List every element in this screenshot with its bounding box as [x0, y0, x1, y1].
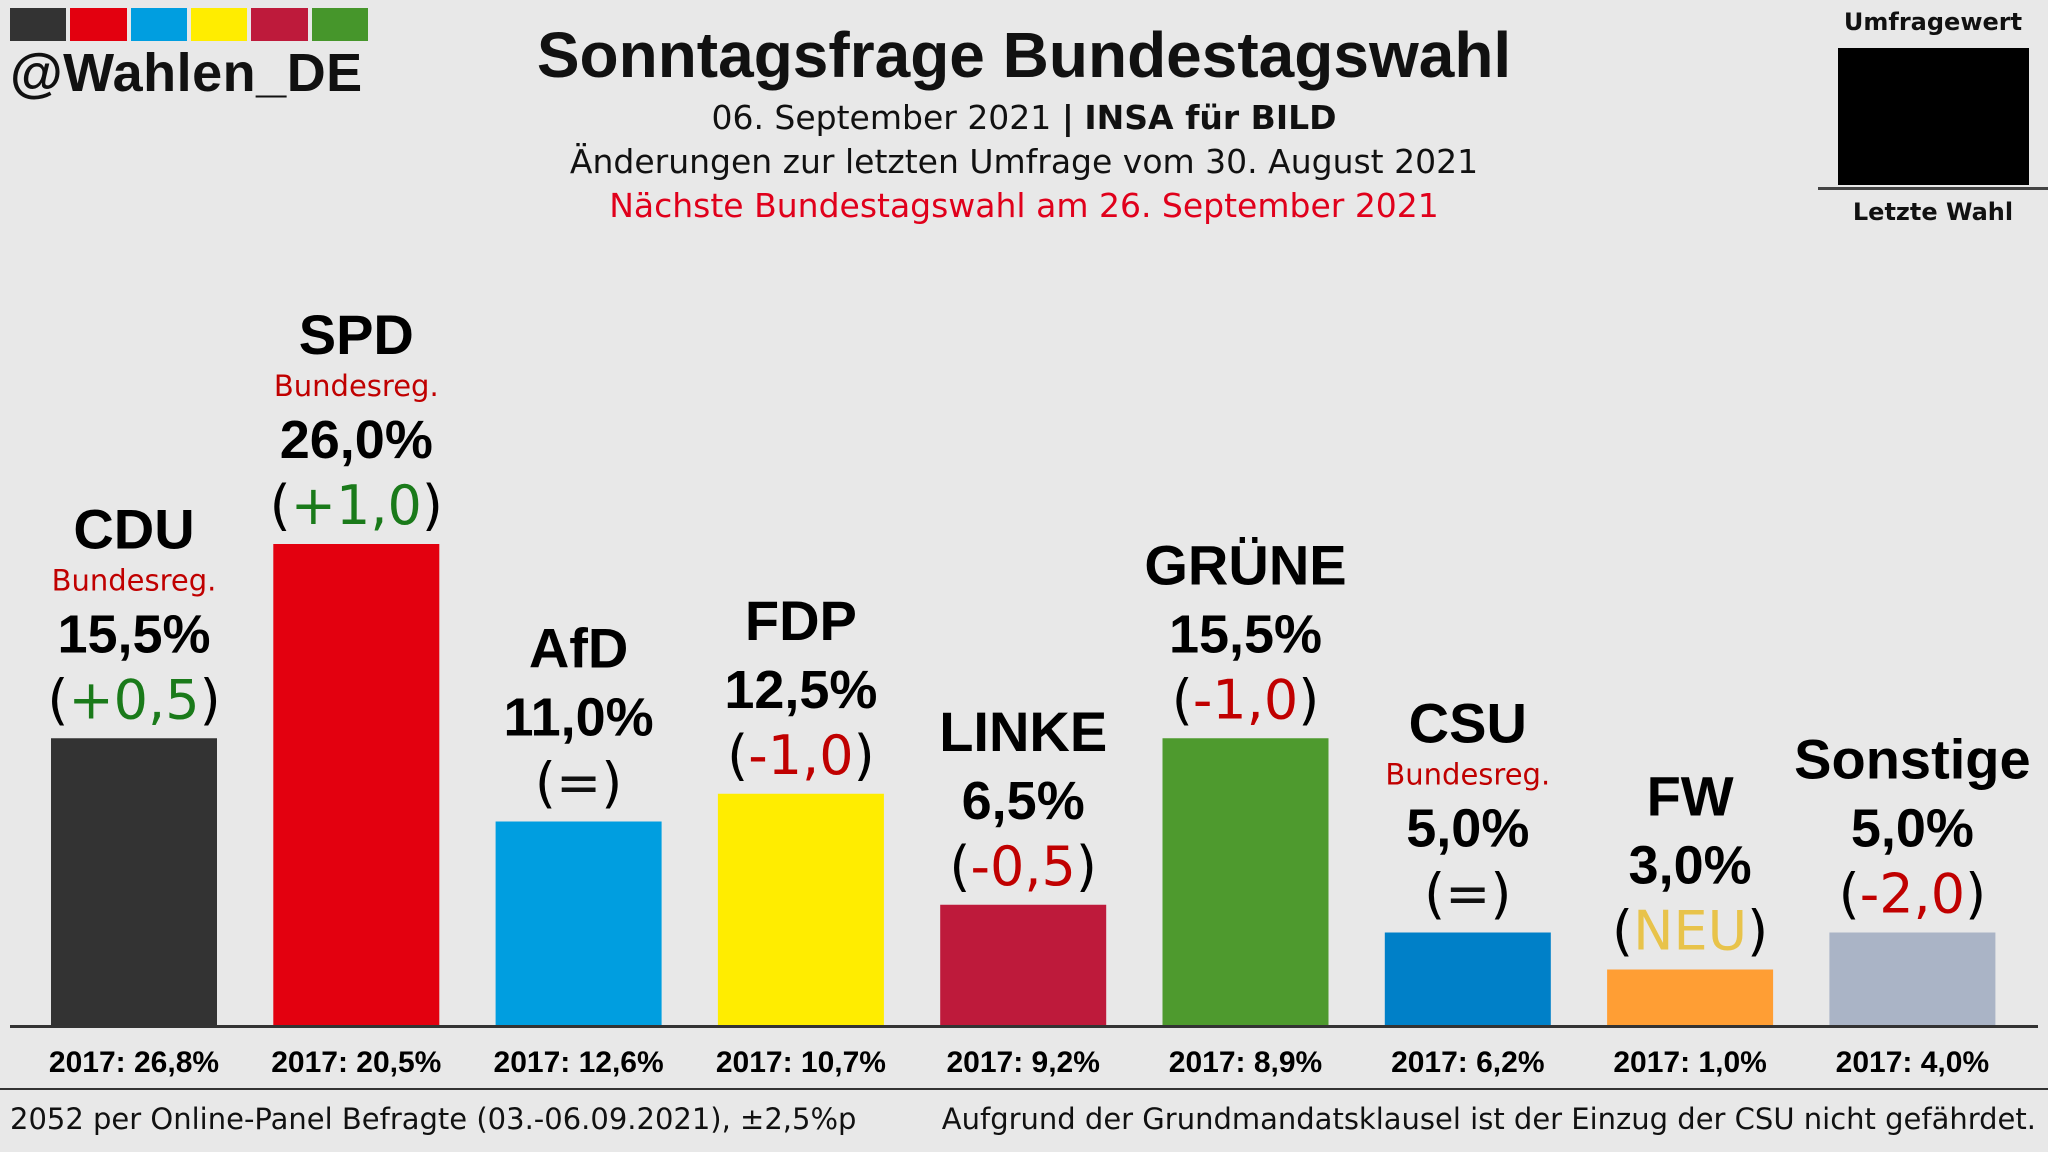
bar-cdu [51, 738, 217, 1025]
change-label: (-0,5) [949, 835, 1097, 898]
brand-color-swatch [130, 8, 187, 41]
party-label: LINKE [939, 700, 1107, 763]
party-label: FDP [745, 589, 857, 652]
account-handle: @Wahlen_DE [10, 43, 363, 103]
change-label: (+1,0) [270, 474, 443, 537]
brand-color-swatch [190, 8, 248, 41]
value-label: 5,0% [1406, 799, 1529, 859]
change-label: (-1,0) [727, 724, 875, 787]
bar-afd [495, 821, 662, 1025]
bar-sonstige [1829, 932, 1996, 1025]
previous-result-label: 2017: 12,6% [494, 1046, 664, 1079]
value-label: 6,5% [962, 771, 1085, 831]
party-label: SPD [299, 303, 414, 366]
brand-color-swatch [311, 8, 368, 41]
party-label: CDU [73, 497, 194, 560]
government-note: Bundesreg. [1385, 758, 1550, 792]
value-label: 15,5% [57, 604, 210, 664]
change-label: (=) [1424, 863, 1511, 926]
party-label: AfD [529, 617, 629, 680]
bar-csu [1384, 932, 1551, 1025]
poll-institute: INSA für BILD [1084, 98, 1337, 137]
subtitle-date-institute: 06. September 2021 | INSA für BILD [0, 98, 2048, 137]
government-note: Bundesreg. [52, 563, 217, 597]
poll-date: 06. September 2021 [711, 98, 1052, 137]
value-label: 12,5% [724, 660, 877, 720]
value-label: 26,0% [280, 410, 433, 470]
legend-poll-swatch [1838, 48, 2029, 185]
next-election-note: Nächste Bundestagswahl am 26. September … [609, 186, 1439, 225]
previous-result-label: 2017: 26,8% [49, 1046, 219, 1079]
change-label: (NEU) [1612, 900, 1768, 963]
previous-result-label: 2017: 1,0% [1613, 1046, 1766, 1079]
bar-linke [940, 904, 1107, 1025]
previous-result-label: 2017: 10,7% [716, 1046, 886, 1079]
value-label: 5,0% [1851, 799, 1974, 859]
brand-color-swatch [70, 8, 127, 41]
legend-election-line [1818, 187, 2048, 190]
brand-color-strip [10, 8, 368, 41]
chart-title: Sonntagsfrage Bundestagswahl [536, 19, 1512, 91]
value-label: 3,0% [1629, 836, 1752, 896]
previous-result-label: 2017: 4,0% [1836, 1046, 1989, 1079]
party-label: Sonstige [1794, 728, 2030, 791]
legend-election-label: Letzte Wahl [1852, 198, 2014, 226]
change-label: (-1,0) [1172, 668, 1320, 731]
legend-poll-label: Umfragewert [1843, 8, 2023, 36]
bar-fdp [717, 793, 884, 1025]
government-note: Bundesreg. [274, 369, 439, 403]
party-label: CSU [1409, 692, 1527, 755]
change-label: (+0,5) [47, 668, 220, 731]
previous-result-label: 2017: 20,5% [271, 1046, 441, 1079]
party-label: GRÜNE [1144, 533, 1346, 596]
bar-fw [1607, 969, 1774, 1025]
footer-divider [0, 1088, 2048, 1090]
change-label: (-2,0) [1839, 863, 1987, 926]
bar-spd [273, 544, 440, 1025]
value-label: 15,5% [1169, 604, 1322, 664]
chart-baseline [10, 1025, 2038, 1028]
previous-result-label: 2017: 6,2% [1391, 1046, 1544, 1079]
brand-color-swatch [251, 8, 308, 41]
previous-result-label: 2017: 8,9% [1169, 1046, 1322, 1079]
footer-sample-info: 2052 per Online-Panel Befragte (03.-06.0… [10, 1102, 857, 1136]
previous-result-label: 2017: 9,2% [946, 1046, 1099, 1079]
footer-note: Aufgrund der Grundmandatsklausel ist der… [941, 1102, 2036, 1136]
party-label: FW [1647, 765, 1734, 828]
brand-color-swatch [10, 8, 67, 41]
value-label: 11,0% [504, 688, 654, 748]
change-label: (=) [535, 752, 622, 815]
changes-note: Änderungen zur letzten Umfrage vom 30. A… [569, 142, 1479, 181]
separator: | [1061, 98, 1074, 137]
bar-grüne [1162, 738, 1329, 1025]
